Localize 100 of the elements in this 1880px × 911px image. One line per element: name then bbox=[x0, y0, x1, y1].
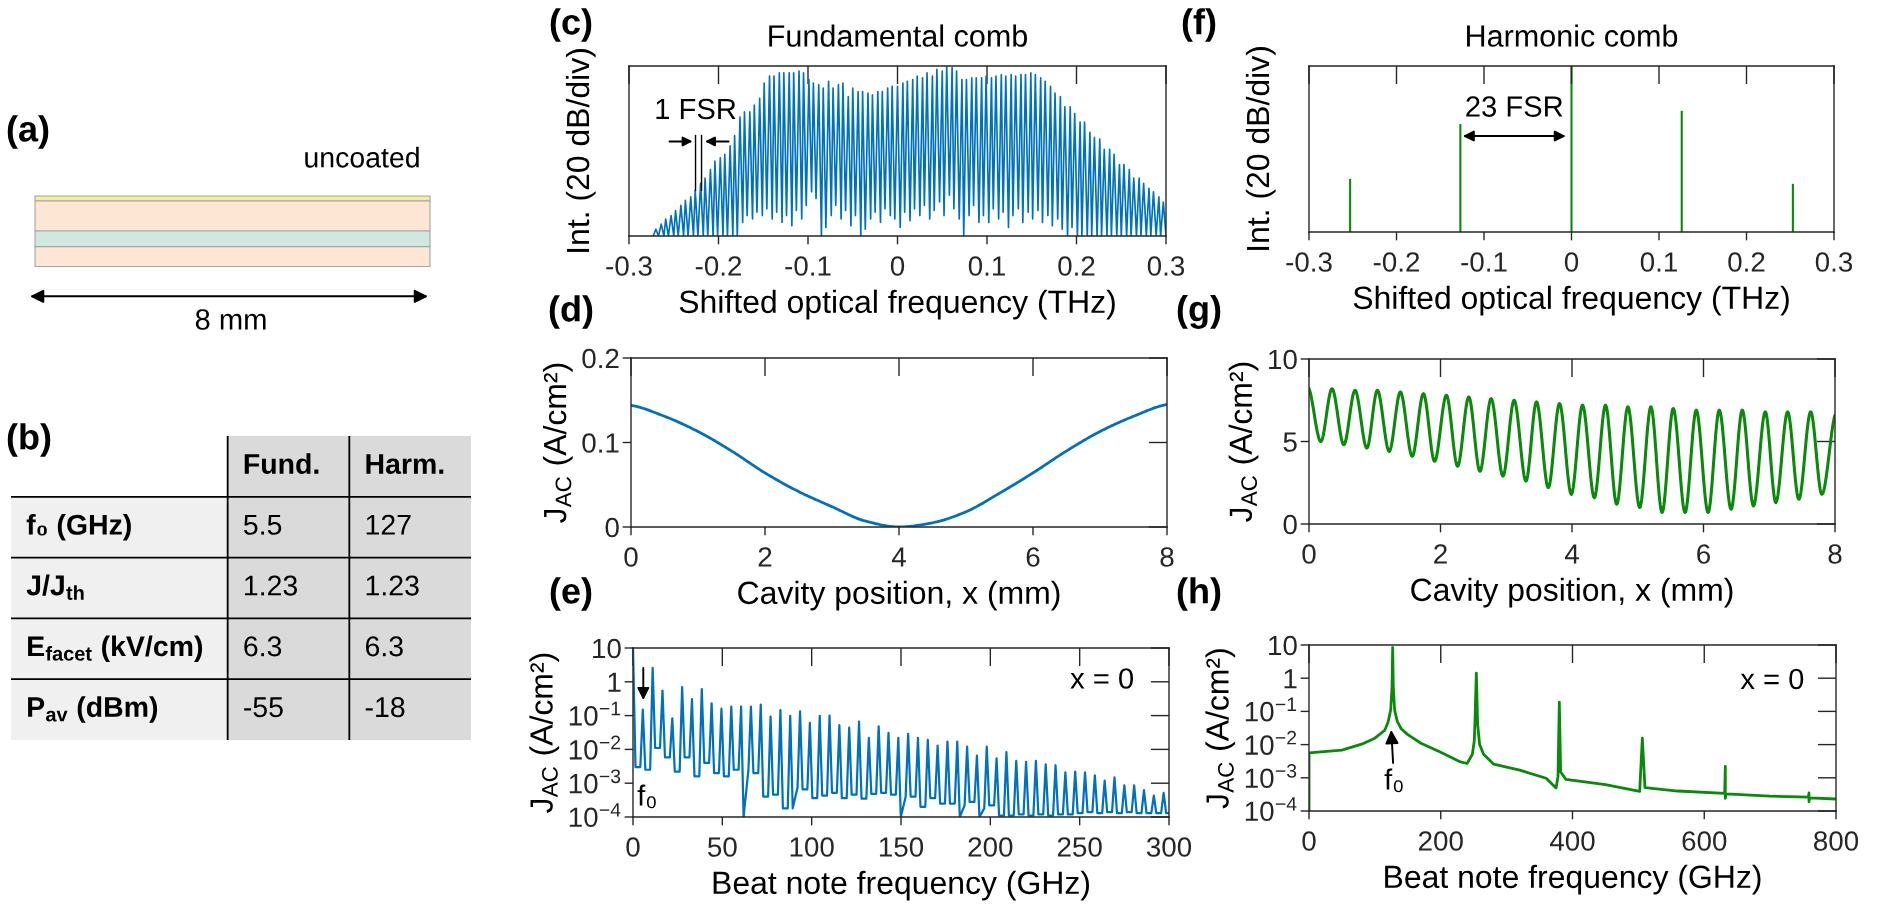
x-tick-label: 200 bbox=[968, 837, 1013, 857]
x-tick-label: 2 bbox=[758, 547, 772, 567]
data-label: 6.3 bbox=[244, 636, 282, 657]
x-tick-label: 300 bbox=[1146, 837, 1192, 857]
data-label: 6.3 bbox=[365, 636, 403, 657]
text: 8 mm bbox=[195, 309, 266, 330]
x-tick-label: 0 bbox=[1564, 252, 1579, 272]
y-axis-title: J$_{AC}$ (A/cm²) bbox=[542, 363, 573, 523]
x-tick-label: 800 bbox=[1814, 831, 1859, 851]
y-tick-label: 10$^{−4}$ bbox=[569, 803, 621, 828]
series-label: Fund. bbox=[244, 453, 319, 475]
y-tick-label: 10 bbox=[1269, 349, 1297, 370]
x-tick-label: 8 bbox=[1160, 547, 1174, 567]
y-axis-title: J$_{AC}$ (A/cm²) bbox=[1205, 649, 1236, 809]
x-tick-label: -0.2 bbox=[695, 256, 742, 276]
x-tick-label: -0.2 bbox=[1373, 252, 1420, 272]
bar bbox=[1570, 66, 1573, 232]
category-label: P$_{av}$ (dBm) bbox=[28, 696, 158, 723]
x-tick-label: 0 bbox=[1302, 831, 1316, 851]
x-tick-label: 0.2 bbox=[1728, 252, 1765, 272]
x-tick-label: 200 bbox=[1418, 831, 1463, 851]
chart-title: Harmonic comb bbox=[1467, 24, 1678, 47]
data-label: -18 bbox=[365, 697, 405, 718]
x-tick-label: 6 bbox=[1026, 547, 1040, 567]
data-label: -55 bbox=[244, 697, 283, 718]
x-tick-label: 0.3 bbox=[1147, 256, 1185, 276]
annotation: 23 FSR bbox=[1466, 96, 1563, 117]
x-tick-label: 0 bbox=[890, 256, 905, 276]
y-tick-label: 10$^{−2}$ bbox=[569, 735, 621, 760]
x-tick-label: 0 bbox=[1302, 544, 1316, 564]
bar bbox=[1349, 178, 1352, 232]
annotation: 1 FSR bbox=[656, 98, 736, 120]
x-tick-label: 150 bbox=[879, 837, 924, 857]
text: (c) bbox=[550, 8, 592, 42]
text: (h) bbox=[1177, 577, 1221, 611]
y-tick-label: 0.1 bbox=[582, 433, 619, 453]
data-label: 1.23 bbox=[366, 575, 419, 596]
text: (d) bbox=[549, 295, 593, 329]
data-label: 5.5 bbox=[243, 514, 282, 535]
y-axis-title: J$_{AC}$ (A/cm²) bbox=[529, 653, 560, 813]
x-axis-title: Beat note frequency (GHz) bbox=[1385, 864, 1761, 895]
x-tick-label: 100 bbox=[790, 837, 834, 857]
x-tick-label: 4 bbox=[1564, 544, 1579, 564]
x-axis-title: Beat note frequency (GHz) bbox=[713, 870, 1090, 901]
category-label: f₀ (GHz) bbox=[26, 513, 131, 541]
x-tick-label: 4 bbox=[891, 547, 906, 567]
text: (g) bbox=[1177, 295, 1221, 329]
x-tick-label: -0.3 bbox=[1286, 252, 1332, 272]
y-tick-label: 0 bbox=[1283, 514, 1297, 535]
annotation: x = 0 bbox=[1070, 668, 1134, 689]
y-axis-title: Int. (20 dB/div) bbox=[565, 49, 596, 252]
x-tick-label: -0.3 bbox=[606, 256, 652, 276]
text: (a) bbox=[7, 115, 49, 149]
y-tick-label: 10$^{−1}$ bbox=[1245, 697, 1297, 722]
x-tick-label: 400 bbox=[1549, 831, 1595, 851]
y-tick-label: 10$^{−3}$ bbox=[1245, 763, 1297, 789]
x-axis-title: Shifted optical frequency (THz) bbox=[1353, 285, 1789, 316]
x-tick-label: 0 bbox=[624, 547, 638, 567]
category-label: J/J$_{th}$ bbox=[26, 574, 84, 600]
data-label: 127 bbox=[366, 514, 411, 535]
x-axis-title: Cavity position, x (mm) bbox=[738, 580, 1060, 611]
y-tick-label: 1 bbox=[1284, 669, 1297, 689]
x-tick-label: -0.1 bbox=[785, 256, 831, 276]
y-tick-label: 0 bbox=[605, 517, 619, 538]
y-tick-label: 10$^{−2}$ bbox=[1245, 730, 1297, 755]
bar bbox=[1680, 110, 1683, 232]
text: (e) bbox=[550, 577, 592, 611]
data-label: 1.23 bbox=[245, 575, 297, 596]
x-tick-label: 600 bbox=[1682, 831, 1727, 851]
y-axis-title: J$_{AC}$ (A/cm²) bbox=[1228, 362, 1259, 522]
annotation: f₀ bbox=[637, 784, 656, 809]
bar bbox=[1459, 124, 1462, 232]
x-tick-label: 250 bbox=[1057, 837, 1102, 857]
y-tick-label: 0.2 bbox=[582, 348, 619, 369]
x-tick-label: 0 bbox=[626, 837, 640, 857]
x-axis-title: Cavity position, x (mm) bbox=[1411, 577, 1733, 608]
x-tick-label: 0.3 bbox=[1815, 252, 1853, 272]
legend-label: Harm. bbox=[366, 454, 444, 475]
x-tick-label: 0.2 bbox=[1058, 256, 1095, 276]
annotation: f₀ bbox=[1384, 768, 1403, 793]
y-tick-label: 10 bbox=[1269, 635, 1297, 656]
y-axis-title: Int. (20 dB/div) bbox=[1245, 47, 1276, 250]
annotation: x = 0 bbox=[1740, 668, 1804, 690]
bar bbox=[1791, 183, 1794, 232]
x-tick-label: 6 bbox=[1697, 544, 1710, 564]
x-tick-label: 0.1 bbox=[968, 256, 1005, 276]
x-axis-title: Shifted optical frequency (THz) bbox=[679, 289, 1115, 320]
x-tick-label: 0.1 bbox=[1640, 252, 1677, 272]
y-tick-label: 10 bbox=[593, 638, 621, 659]
y-tick-label: 10$^{−1}$ bbox=[569, 701, 621, 726]
x-tick-label: 2 bbox=[1434, 544, 1447, 564]
y-tick-label: 10$^{−3}$ bbox=[569, 769, 621, 794]
x-tick-label: -0.1 bbox=[1461, 252, 1507, 272]
x-tick-label: 8 bbox=[1828, 544, 1842, 564]
y-tick-label: 5 bbox=[1283, 432, 1297, 452]
text: uncoated bbox=[305, 146, 419, 168]
y-tick-label: 10$^{−4}$ bbox=[1245, 797, 1297, 822]
y-tick-label: 1 bbox=[608, 672, 621, 692]
text: (b) bbox=[7, 423, 51, 457]
category-label: E$_{facet}$ (kV/cm) bbox=[28, 635, 203, 662]
